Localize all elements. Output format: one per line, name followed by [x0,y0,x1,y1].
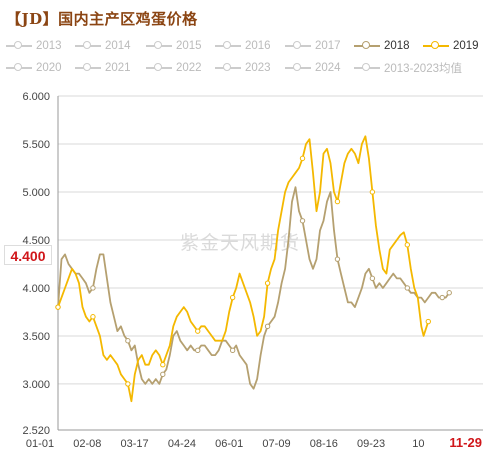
data-point [229,294,236,301]
data-point [299,218,306,224]
legend-marker-icon [6,62,32,74]
x-tick-label: 01-01 [26,438,54,450]
data-point [160,371,166,378]
legend-marker-icon [285,62,311,74]
legend-label: 2013-2023均值 [384,63,462,75]
legend-marker-icon [354,40,380,52]
chart-title: 【JD】国内主产区鸡蛋价格 [6,10,198,28]
legend-marker-icon [285,40,311,52]
data-point [334,198,341,205]
legend-item-2013[interactable]: 2013 [6,38,62,54]
legend-item-2017[interactable]: 2017 [285,38,341,54]
legend-item-2015[interactable]: 2015 [146,38,202,54]
data-point [369,275,376,282]
series-line-2019 [57,135,430,403]
y-tick-label: 4.500 [22,235,50,247]
legend-label: 2016 [245,40,271,52]
data-point [195,328,201,334]
legend-label: 2013 [36,40,62,52]
data-point [229,347,236,354]
y-tick-label: 6.000 [22,91,50,103]
legend-marker-icon [354,62,380,74]
legend-item-2023[interactable]: 2023 [215,60,271,76]
legend-label: 2019 [453,40,479,52]
data-point [404,242,411,248]
x-tick-label: 02-08 [73,438,101,450]
x-tick-label: 11-29 [449,435,482,450]
legend-marker-icon [423,40,449,52]
legend-label: 2022 [176,62,202,74]
data-point [125,338,131,344]
legend-item-2019[interactable]: 2019 [423,38,479,54]
y-tick-label: 5.500 [22,139,50,151]
data-point [404,285,411,291]
legend-marker-icon [146,62,172,74]
legend-label: 2024 [315,62,341,74]
legend-item-2018[interactable]: 2018 [354,38,410,54]
legend-item-2013-2023-[interactable]: 2013-2023均值 [354,60,462,76]
x-tick-label: 06-01 [215,438,243,450]
legend-marker-icon [215,62,241,74]
data-point [55,304,61,310]
data-point [125,381,131,387]
data-point [195,347,201,354]
y-tick-label: 5.000 [22,187,50,199]
legend-label: 2015 [176,40,202,52]
legend-label: 2014 [105,40,131,52]
y-tick-label: 2.520 [22,425,50,437]
watermark: 紫金天风期货 [180,232,301,254]
legend-marker-icon [75,40,101,52]
data-point [90,285,96,291]
legend-marker-icon [6,40,32,52]
legend-item-2014[interactable]: 2014 [75,38,131,54]
legend-marker-icon [215,40,241,52]
data-point [369,189,376,195]
legend-item-2016[interactable]: 2016 [215,38,271,54]
data-point [446,290,452,296]
legend-item-2020[interactable]: 2020 [6,60,62,76]
legend-item-2024[interactable]: 2024 [285,60,341,76]
y-tick-label: 3.500 [22,331,50,343]
legend-label: 2020 [36,62,62,74]
current-value-badge: 4.400 [4,245,52,265]
x-tick-label: 09-23 [357,438,385,450]
x-tick-label: 07-09 [262,438,290,450]
y-tick-label: 4.000 [22,283,50,295]
legend-label: 2023 [245,62,271,74]
data-point [425,318,431,325]
data-point [160,362,166,368]
data-point [264,323,271,330]
y-tick-label: 3.000 [22,379,50,391]
legend-label: 2017 [315,40,341,52]
x-tick-label: 04-24 [168,438,196,450]
data-point [264,280,271,286]
data-point [439,294,445,301]
data-point [90,314,96,320]
legend-item-2021[interactable]: 2021 [75,60,131,76]
series-line-2018 [57,186,450,390]
x-tick-label: 10 [412,438,424,450]
legend-marker-icon [146,40,172,52]
legend-item-2022[interactable]: 2022 [146,60,202,76]
legend: 2013 2014 2015 2016 2017 2018 2019 2020 2021 2022… [0,36,501,78]
x-tick-label: 08-16 [310,438,338,450]
legend-marker-icon [75,62,101,74]
legend-label: 2018 [384,40,410,52]
data-point [299,155,306,162]
x-tick-label: 03-17 [121,438,149,450]
legend-label: 2021 [105,62,131,74]
data-point [334,256,341,262]
